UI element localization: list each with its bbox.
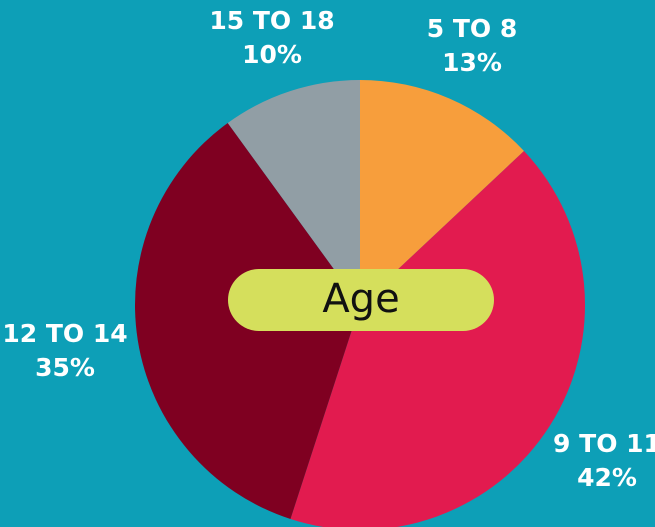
pie-slice: [360, 80, 525, 305]
pie-slice: [227, 80, 360, 305]
title-pill: [228, 269, 494, 331]
value-label: 13%: [442, 48, 502, 77]
value-label: 42%: [577, 463, 637, 492]
category-label: 9 TO 11: [553, 429, 655, 458]
value-label: 10%: [242, 40, 302, 69]
category-label: 12 TO 14: [2, 319, 127, 348]
pie-slice: [290, 150, 585, 527]
category-label: 15 TO 18: [209, 6, 334, 35]
value-label: 35%: [35, 353, 95, 382]
chart-title: Age: [322, 276, 399, 322]
category-label: 5 TO 8: [427, 14, 518, 43]
